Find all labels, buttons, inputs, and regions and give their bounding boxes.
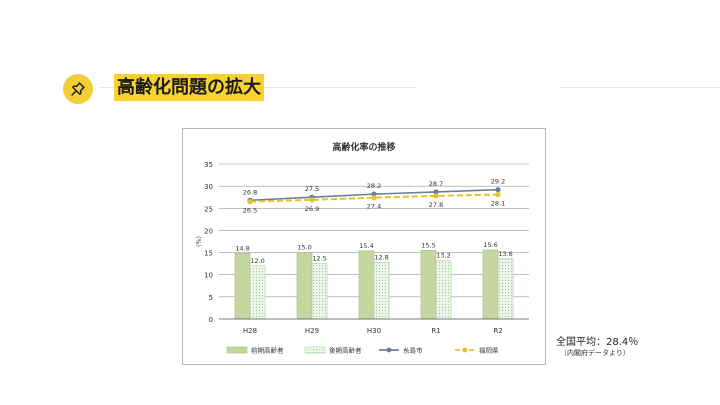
legend-label: 糸島市 (403, 346, 423, 355)
line-point (495, 191, 501, 198)
bar (482, 249, 499, 320)
y-tick-label: 30 (204, 183, 213, 191)
bar (358, 250, 375, 320)
bar (296, 252, 313, 320)
legend-swatch (304, 346, 326, 354)
bar (249, 265, 266, 320)
line-point (309, 197, 315, 203)
data-label: 28.2 (367, 182, 381, 190)
bar (435, 260, 452, 320)
data-label: 28.1 (491, 200, 505, 208)
data-label: 12.5 (312, 255, 326, 263)
line-point (247, 199, 253, 205)
legend-marker (462, 347, 468, 353)
legend-marker (386, 347, 392, 353)
x-tick-label: R2 (493, 327, 502, 335)
data-label: 15.4 (359, 242, 373, 250)
data-label: 14.8 (235, 244, 249, 252)
legend-label: 福岡県 (479, 346, 499, 355)
aging-rate-chart: 高齢化率の推移 14.8 15.0 15.4 15.5 15.6 12.0 12.5 12.8… (194, 141, 529, 355)
y-tick-label: 20 (204, 227, 213, 235)
x-tick-label: H28 (243, 327, 257, 335)
y-tick-label: 15 (204, 250, 213, 258)
data-label: 27.5 (305, 185, 319, 193)
x-tick-label: R1 (431, 327, 440, 335)
national-average-note: 全国平均：28.4％ (556, 337, 639, 348)
data-label: 13.2 (436, 252, 450, 260)
data-label: 27.8 (429, 201, 443, 209)
data-label: 26.9 (305, 205, 319, 213)
bar (497, 258, 514, 320)
y-axis-label: （％） (194, 232, 201, 250)
chart-panel: 高齢化率の推移 14.8 15.0 15.4 15.5 15.6 12.0 12.5 12.8… (182, 128, 546, 365)
data-label: 12.0 (250, 257, 264, 265)
data-label: 26.8 (243, 188, 257, 196)
legend-label: 後期高齢者 (329, 346, 362, 355)
line-point (371, 195, 377, 201)
legend-swatch (226, 346, 248, 354)
data-label: 27.4 (367, 203, 381, 211)
bar (373, 262, 390, 320)
data-label: 28.7 (429, 180, 443, 188)
legend-label: 前期高齢者 (251, 346, 284, 355)
line-point (433, 193, 439, 199)
data-label: 26.5 (243, 207, 257, 215)
y-tick-label: 25 (204, 205, 213, 213)
line-point (433, 189, 439, 195)
chart-title: 高齢化率の推移 (332, 141, 395, 153)
data-label: 15.0 (297, 244, 311, 252)
data-label: 29.2 (491, 178, 505, 186)
data-label: 12.8 (374, 253, 388, 261)
y-tick-label: 5 (209, 294, 213, 302)
source-note: （内閣府データより） (560, 349, 630, 357)
bar (311, 263, 328, 320)
bar (420, 250, 437, 320)
x-tick-label: H29 (305, 327, 319, 335)
series-line (249, 193, 499, 203)
y-tick-label: 35 (204, 161, 213, 169)
x-tick-label: H30 (367, 327, 381, 335)
pushpin-icon (63, 74, 93, 104)
y-tick-label: 0 (209, 316, 213, 324)
page-title: 高齢化問題の拡大 (114, 74, 264, 101)
data-label: 15.5 (421, 241, 435, 249)
line-point (495, 187, 501, 193)
y-tick-label: 10 (204, 272, 213, 280)
data-label: 15.6 (483, 241, 497, 249)
bar (234, 253, 251, 320)
data-label: 13.6 (498, 250, 512, 258)
header-divider-right (560, 87, 720, 88)
